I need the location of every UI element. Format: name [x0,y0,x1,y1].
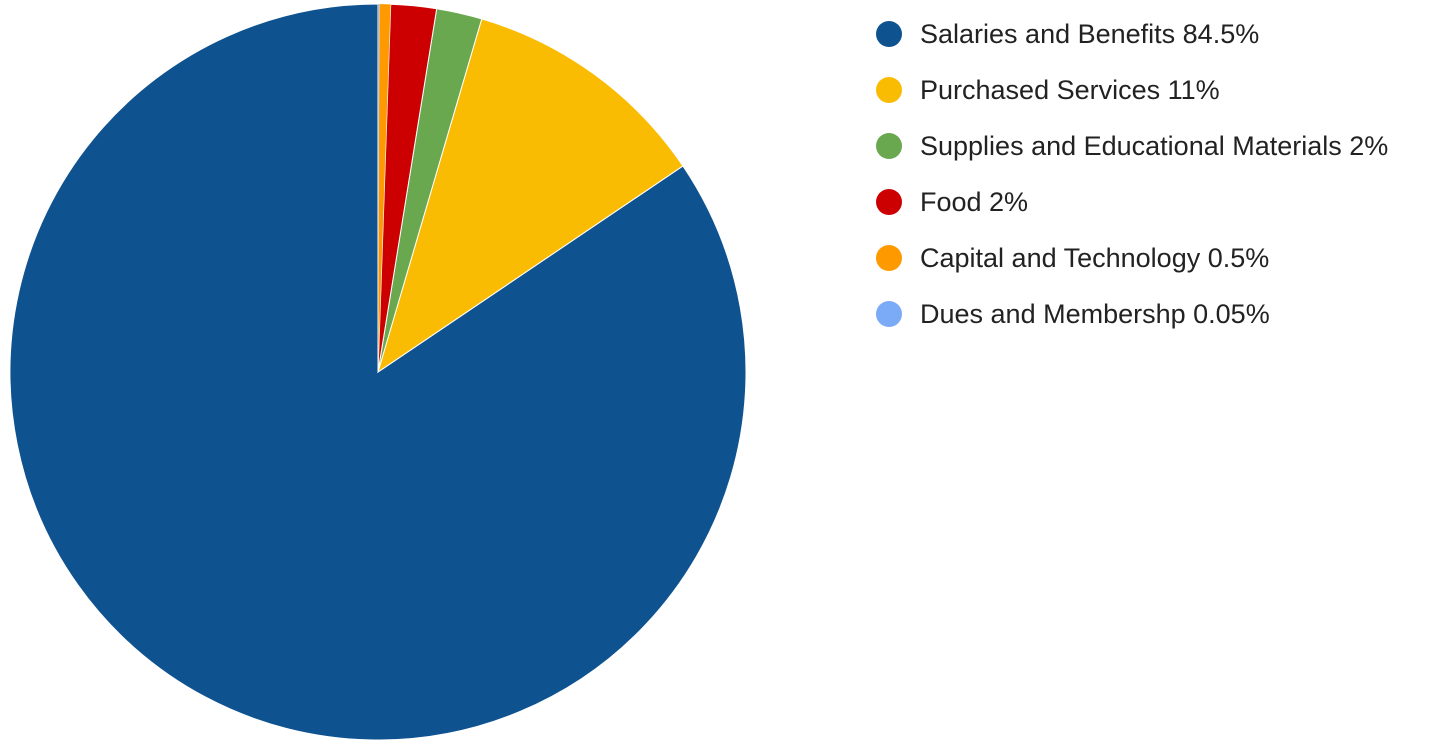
legend-item-salaries[interactable]: Salaries and Benefits 84.5% [876,6,1388,62]
legend-label-salaries: Salaries and Benefits 84.5% [920,18,1260,49]
legend-swatch-purchased-services [876,77,902,103]
legend-swatch-food [876,189,902,215]
legend-item-dues-membership[interactable]: Dues and Membershp 0.05% [876,286,1388,342]
legend-label-purchased-services: Purchased Services 11% [920,74,1220,105]
legend-swatch-supplies [876,133,902,159]
legend-item-supplies[interactable]: Supplies and Educational Materials 2% [876,118,1388,174]
legend-label-dues-membership: Dues and Membershp 0.05% [920,298,1270,329]
pie-slice-purchased-services[interactable] [377,18,684,374]
legend-swatch-capital-technology [876,245,902,271]
pie-slice-dues-and-membershp[interactable] [377,3,380,373]
legend-swatch-salaries [876,21,902,47]
legend-swatch-dues-membership [876,301,902,327]
legend-label-supplies: Supplies and Educational Materials 2% [920,130,1389,161]
legend-item-capital-technology[interactable]: Capital and Technology 0.5% [876,230,1388,286]
legend-item-food[interactable]: Food 2% [876,174,1388,230]
legend-label-capital-technology: Capital and Technology 0.5% [920,242,1270,273]
pie-chart [9,3,747,741]
legend: Salaries and Benefits 84.5% Purchased Se… [876,6,1388,342]
legend-label-food: Food 2% [920,186,1029,217]
legend-item-purchased-services[interactable]: Purchased Services 11% [876,62,1388,118]
